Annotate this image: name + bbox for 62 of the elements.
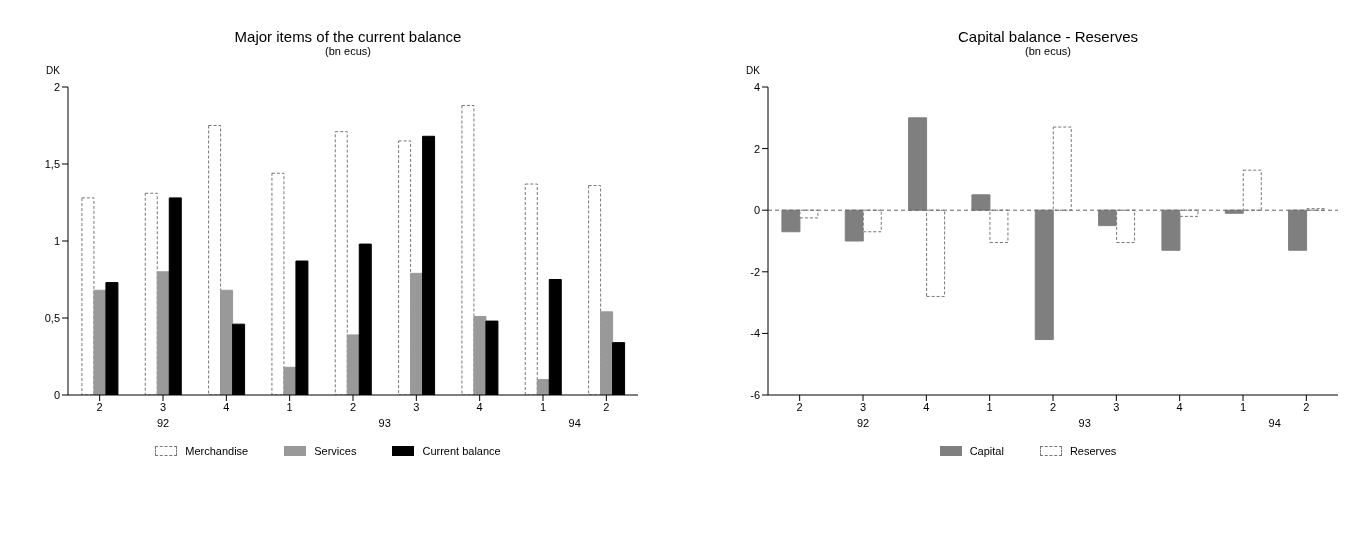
y-tick-label: -2 <box>750 265 760 278</box>
x-tick-label: 2 <box>96 400 103 413</box>
y-axis-title: DK <box>746 65 760 76</box>
text: 93 <box>1077 417 1092 429</box>
y-tick-label: 2 <box>753 142 760 155</box>
bar <box>461 104 475 395</box>
x-tick-label: 3 <box>413 400 420 413</box>
x-tick-label: 3 <box>1113 400 1120 413</box>
bar <box>81 197 95 395</box>
y-tick-label: 0,5 <box>44 311 60 324</box>
bar <box>208 125 222 395</box>
legend-label: Capital <box>969 445 1004 457</box>
legend-label: Merchandise <box>185 445 249 457</box>
bar <box>144 192 158 395</box>
text: 92 <box>855 417 871 429</box>
x-tick-label: 2 <box>349 400 357 413</box>
y-tick-label: -4 <box>750 327 760 340</box>
legend-label: Services <box>314 445 357 457</box>
bar <box>588 185 602 395</box>
legend-label: Reserves <box>1069 445 1117 457</box>
x-tick-label: 2 <box>1049 400 1057 413</box>
bar <box>93 289 107 395</box>
y-tick-label: 2 <box>53 80 60 93</box>
x-tick-label: 1 <box>539 400 547 413</box>
chart-title: Capital balance - Reserves <box>956 28 1140 45</box>
bar <box>398 140 412 395</box>
y-tick-label: 4 <box>753 80 760 93</box>
bar <box>156 271 170 395</box>
x-tick-label: 3 <box>859 400 867 413</box>
legend-label: Current balance <box>422 445 501 457</box>
chart-subtitle: (bn ecus) <box>1024 45 1072 57</box>
bar <box>524 183 538 395</box>
bar <box>271 172 285 395</box>
x-tick-label: 2 <box>1303 400 1310 413</box>
bar <box>346 334 360 395</box>
x-tick-label: 3 <box>159 400 167 413</box>
x-tick-label: 2 <box>603 400 610 413</box>
x-tick-label: 4 <box>1176 400 1183 413</box>
text: 94 <box>1267 417 1282 429</box>
x-tick-label: 4 <box>223 400 230 413</box>
bar <box>220 289 234 395</box>
y-tick-label: 1,5 <box>44 157 60 170</box>
text: 92 <box>155 417 171 429</box>
y-tick-label: -6 <box>750 388 760 401</box>
bar <box>334 131 348 395</box>
x-tick-label: 1 <box>986 400 993 413</box>
x-tick-label: 4 <box>923 400 930 413</box>
x-tick-label: 2 <box>796 400 803 413</box>
chart-subtitle: (bn ecus) <box>324 45 372 57</box>
chart-title: Major items of the current balance <box>233 28 463 45</box>
text: 94 <box>567 417 582 429</box>
y-tick-label: 1 <box>53 234 60 247</box>
bar <box>473 315 487 395</box>
bar <box>600 311 614 395</box>
text: 93 <box>377 417 392 429</box>
x-tick-label: 4 <box>476 400 483 413</box>
y-tick-label: 0 <box>753 204 760 217</box>
y-axis-title: DK <box>46 65 60 76</box>
y-tick-label: 0 <box>53 388 60 401</box>
bar <box>410 272 424 395</box>
x-tick-label: 1 <box>1239 400 1247 413</box>
x-tick-label: 1 <box>286 400 293 413</box>
